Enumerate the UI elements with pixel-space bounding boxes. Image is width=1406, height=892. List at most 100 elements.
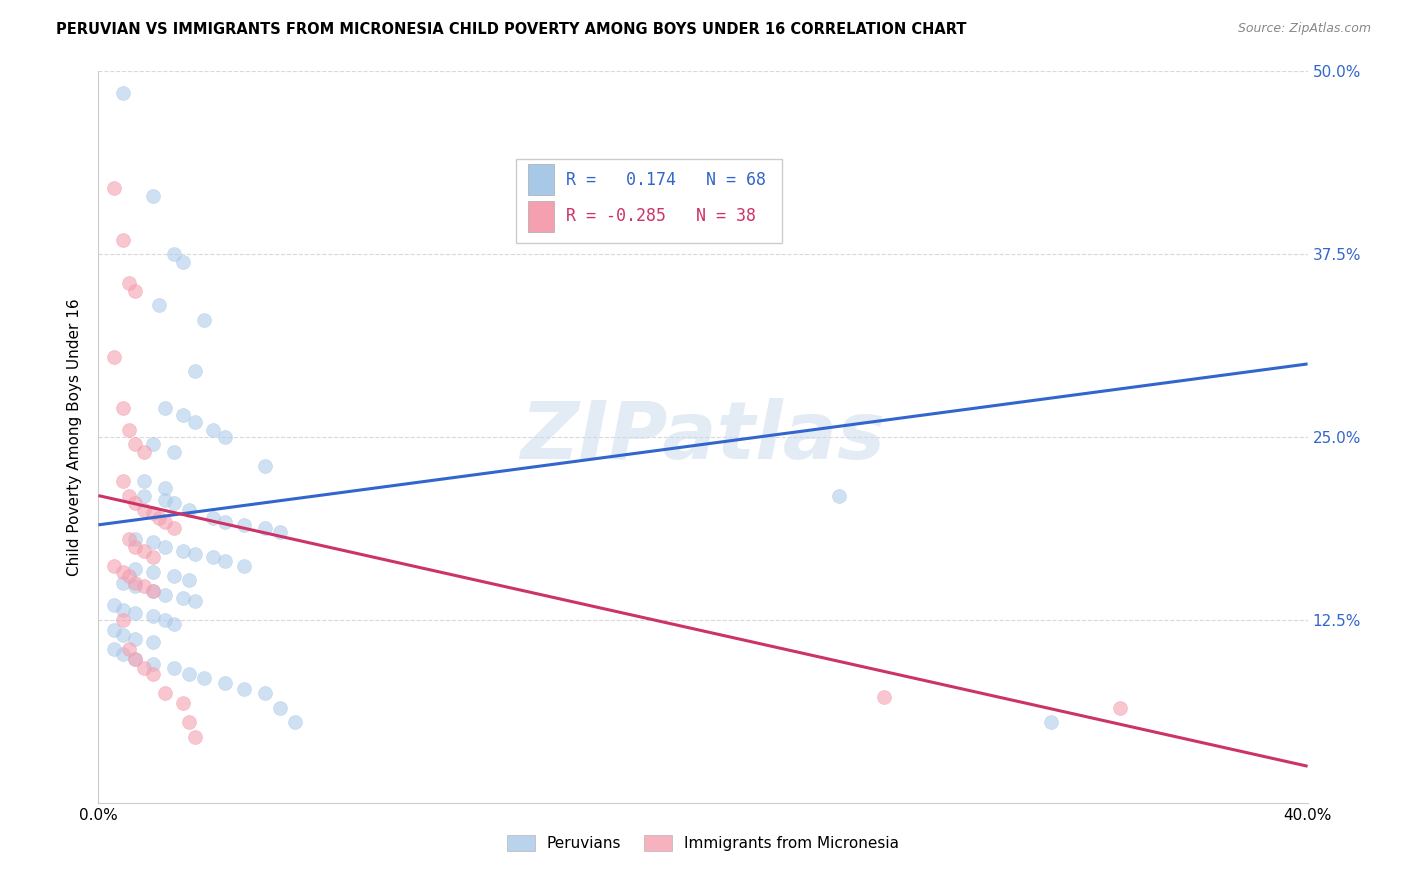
Text: PERUVIAN VS IMMIGRANTS FROM MICRONESIA CHILD POVERTY AMONG BOYS UNDER 16 CORRELA: PERUVIAN VS IMMIGRANTS FROM MICRONESIA C…	[56, 22, 967, 37]
Point	[124, 652, 146, 666]
Point	[193, 672, 215, 686]
Point	[179, 574, 201, 588]
Point	[172, 408, 194, 422]
Point	[111, 233, 134, 247]
Point	[172, 254, 194, 268]
Point	[118, 423, 141, 437]
Point	[202, 510, 225, 524]
Point	[179, 667, 201, 681]
Bar	[527, 201, 554, 232]
Point	[153, 481, 176, 495]
Point	[163, 496, 186, 510]
Point	[153, 540, 176, 554]
Point	[111, 565, 134, 579]
Point	[153, 401, 176, 415]
Point	[214, 554, 236, 568]
Point	[163, 569, 186, 583]
Bar	[527, 164, 554, 195]
Point	[124, 562, 146, 576]
Point	[111, 613, 134, 627]
Point	[124, 284, 146, 298]
Point	[269, 700, 291, 714]
Text: Source: ZipAtlas.com: Source: ZipAtlas.com	[1237, 22, 1371, 36]
Point	[111, 87, 134, 101]
Bar	[516, 159, 782, 244]
Point	[172, 696, 194, 710]
Point	[142, 667, 165, 681]
Point	[184, 594, 207, 608]
Point	[148, 510, 170, 524]
Point	[142, 583, 165, 598]
Y-axis label: Child Poverty Among Boys Under 16: Child Poverty Among Boys Under 16	[67, 298, 83, 576]
Point	[184, 416, 207, 430]
Point	[184, 364, 207, 378]
Point	[142, 535, 165, 549]
Point	[124, 496, 146, 510]
Point	[142, 608, 165, 623]
Point	[163, 444, 186, 458]
Point	[172, 544, 194, 558]
Point	[142, 549, 165, 564]
Point	[153, 515, 176, 529]
Point	[124, 606, 146, 620]
Point	[132, 579, 155, 593]
Legend: Peruvians, Immigrants from Micronesia: Peruvians, Immigrants from Micronesia	[501, 830, 905, 857]
Point	[1109, 700, 1132, 714]
Text: R =   0.174   N = 68: R = 0.174 N = 68	[567, 170, 766, 188]
Point	[124, 579, 146, 593]
Point	[179, 503, 201, 517]
Point	[142, 437, 165, 451]
Point	[142, 506, 165, 520]
Point	[253, 686, 276, 700]
Point	[232, 681, 254, 696]
Point	[163, 661, 186, 675]
Point	[103, 599, 125, 613]
Point	[118, 533, 141, 547]
Point	[124, 576, 146, 591]
Point	[153, 493, 176, 508]
Point	[132, 489, 155, 503]
Point	[153, 588, 176, 602]
Point	[103, 642, 125, 657]
Point	[124, 533, 146, 547]
Point	[132, 474, 155, 488]
Point	[172, 591, 194, 605]
Point	[202, 549, 225, 564]
Point	[232, 517, 254, 532]
Point	[132, 661, 155, 675]
Point	[142, 657, 165, 671]
Point	[132, 544, 155, 558]
Point	[163, 521, 186, 535]
Point	[193, 313, 215, 327]
Point	[214, 430, 236, 444]
Point	[142, 583, 165, 598]
Point	[142, 635, 165, 649]
Point	[111, 627, 134, 641]
Point	[253, 521, 276, 535]
Point	[269, 525, 291, 540]
Point	[118, 642, 141, 657]
Point	[163, 617, 186, 632]
Point	[184, 730, 207, 744]
Text: R = -0.285   N = 38: R = -0.285 N = 38	[567, 207, 756, 225]
Point	[118, 277, 141, 291]
Point	[873, 690, 896, 705]
Point	[1039, 715, 1062, 730]
Point	[124, 437, 146, 451]
Point	[184, 547, 207, 561]
Point	[253, 459, 276, 474]
Point	[153, 613, 176, 627]
Point	[142, 188, 165, 202]
Point	[232, 558, 254, 573]
Point	[124, 632, 146, 646]
Point	[111, 576, 134, 591]
Point	[142, 565, 165, 579]
Point	[214, 676, 236, 690]
Point	[828, 489, 851, 503]
Point	[284, 715, 307, 730]
Point	[202, 423, 225, 437]
Point	[103, 350, 125, 364]
Point	[111, 474, 134, 488]
Point	[148, 298, 170, 312]
Point	[111, 647, 134, 661]
